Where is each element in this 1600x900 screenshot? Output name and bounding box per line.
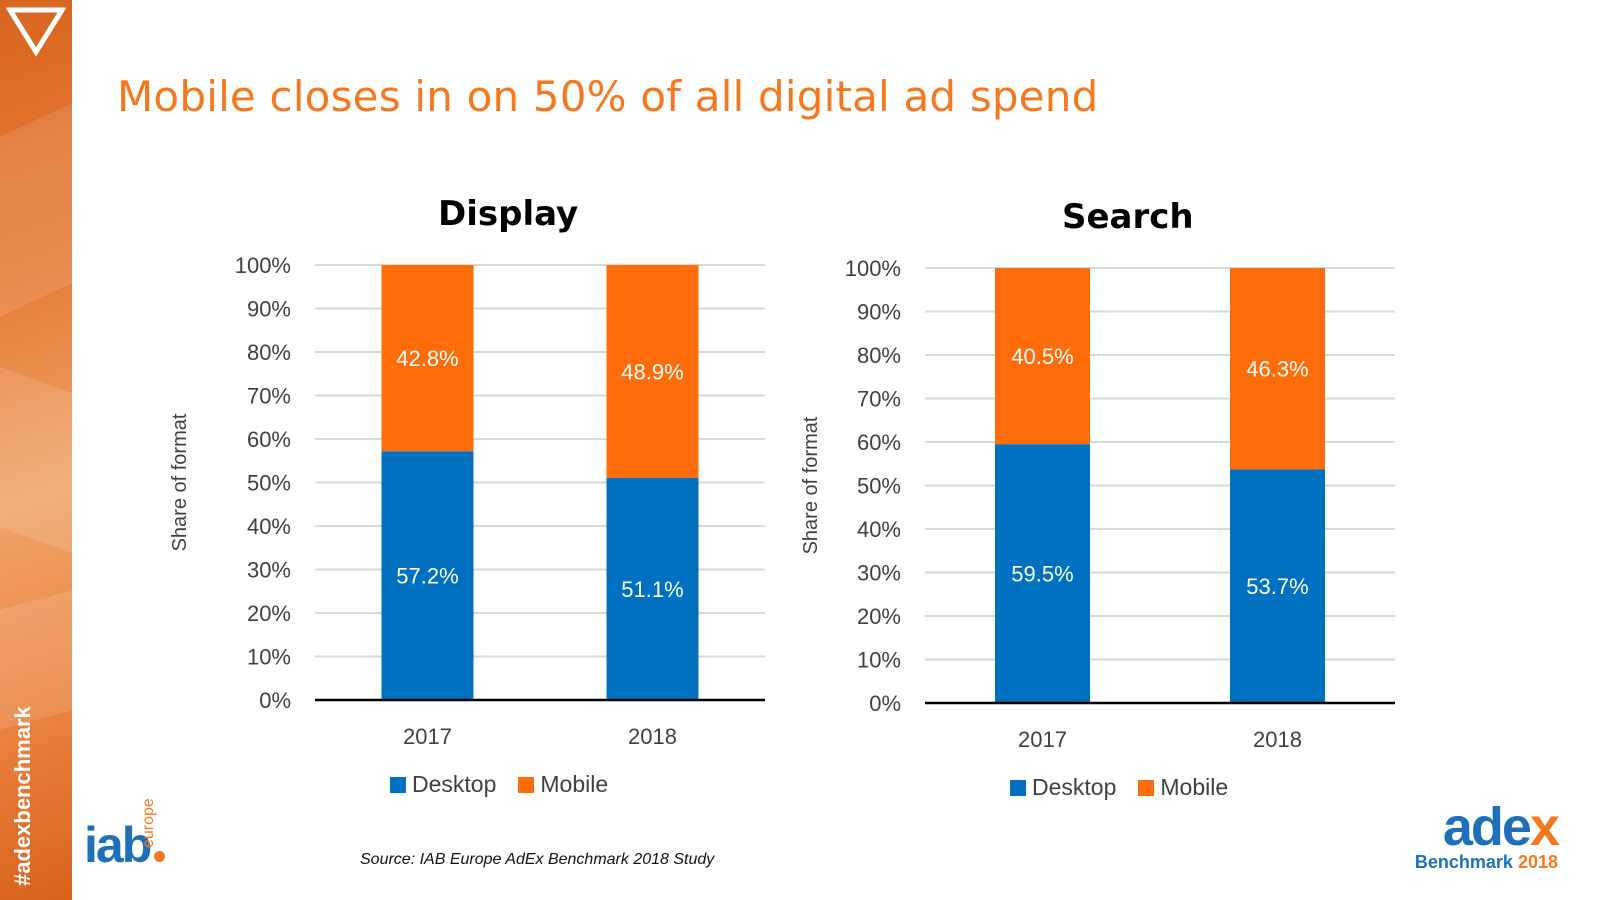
y-tick-label: 60% bbox=[247, 427, 291, 452]
data-label: 46.3% bbox=[1246, 357, 1308, 382]
y-tick-label: 30% bbox=[857, 561, 901, 586]
bar-mobile bbox=[381, 265, 474, 452]
y-axis-title: Share of format bbox=[800, 416, 822, 554]
source-note: Source: IAB Europe AdEx Benchmark 2018 S… bbox=[360, 851, 715, 868]
y-tick-label: 90% bbox=[857, 300, 901, 325]
x-tick-label: 2018 bbox=[1253, 727, 1302, 752]
y-tick-label: 10% bbox=[857, 648, 901, 673]
y-tick-label: 80% bbox=[857, 343, 901, 368]
y-tick-label: 90% bbox=[247, 297, 291, 322]
sidebar-band: #adexbenchmark bbox=[0, 0, 72, 900]
legend-item-desktop: Desktop bbox=[1010, 774, 1116, 801]
y-tick-label: 100% bbox=[845, 256, 901, 281]
y-tick-label: 30% bbox=[247, 558, 291, 583]
hashtag-label: #adexbenchmark bbox=[10, 706, 35, 886]
x-tick-label: 2017 bbox=[403, 724, 452, 749]
data-label: 53.7% bbox=[1246, 574, 1308, 599]
data-label: 40.5% bbox=[1011, 344, 1073, 369]
y-axis-title: Share of format bbox=[169, 413, 191, 551]
bar-desktop bbox=[606, 477, 699, 700]
bar-mobile bbox=[606, 265, 699, 478]
y-tick-label: 50% bbox=[247, 471, 291, 496]
data-label: 48.9% bbox=[621, 359, 683, 384]
y-tick-label: 100% bbox=[235, 253, 291, 278]
legend-swatch-desktop bbox=[1010, 779, 1026, 796]
y-tick-label: 40% bbox=[857, 517, 901, 542]
slide-title: Mobile closes in on 50% of all digital a… bbox=[117, 72, 1099, 121]
iab-europe-logo: iab europe bbox=[84, 790, 184, 870]
legend-swatch-mobile bbox=[518, 776, 535, 793]
legend-item-desktop: Desktop bbox=[390, 771, 496, 798]
display-chart: 0% 10% 20% 30% 40% 50% 60% 70% 80% 90% 100% Share o… bbox=[169, 253, 765, 749]
bar-mobile bbox=[1230, 268, 1325, 470]
chart-title-display: Display bbox=[438, 194, 579, 234]
y-tick-label: 60% bbox=[857, 430, 901, 455]
bar-desktop bbox=[995, 444, 1090, 703]
y-tick-label: 70% bbox=[857, 387, 901, 412]
legend-label-mobile: Mobile bbox=[540, 771, 609, 797]
legend-label-desktop: Desktop bbox=[1032, 774, 1117, 800]
bar-desktop bbox=[381, 451, 474, 700]
y-tick-label: 0% bbox=[259, 688, 291, 713]
y-tick-label: 80% bbox=[247, 340, 291, 365]
adex-logo-benchmark: Benchmark bbox=[1414, 851, 1513, 872]
legend-item-mobile: Mobile bbox=[518, 771, 608, 798]
y-tick-label: 40% bbox=[247, 514, 291, 539]
legend-item-mobile: Mobile bbox=[1138, 774, 1228, 801]
iab-logo-subtext: europe bbox=[140, 798, 157, 848]
y-tick-label: 50% bbox=[857, 474, 901, 499]
x-tick-label: 2018 bbox=[628, 724, 677, 749]
y-tick-label: 10% bbox=[247, 645, 291, 670]
legend-label-desktop: Desktop bbox=[412, 771, 497, 797]
adex-logo-text: adex bbox=[1415, 800, 1560, 854]
x-tick-label: 2017 bbox=[1018, 727, 1067, 752]
y-tick-label: 20% bbox=[247, 601, 291, 626]
legend-swatch-mobile bbox=[1138, 779, 1155, 796]
adex-logo-text-x: x bbox=[1529, 797, 1560, 857]
sidebar-facet bbox=[0, 103, 72, 317]
adex-logo-subtext: Benchmark 2018 bbox=[1415, 852, 1558, 873]
y-tick-label: 0% bbox=[869, 691, 901, 716]
legend-label-mobile: Mobile bbox=[1160, 774, 1229, 800]
chart-title-search: Search bbox=[1062, 197, 1194, 237]
search-chart: 0% 10% 20% 30% 40% 50% 60% 70% 80% 90% 100% Share o… bbox=[800, 256, 1395, 752]
data-label: 42.8% bbox=[396, 346, 458, 371]
y-tick-label: 20% bbox=[857, 604, 901, 629]
y-tick-label: 70% bbox=[247, 384, 291, 409]
iab-logo-dot bbox=[154, 851, 165, 862]
adex-logo-text-main: ade bbox=[1442, 797, 1532, 857]
data-label: 51.1% bbox=[621, 577, 683, 602]
iab-logo-text: iab bbox=[84, 817, 152, 873]
legend-swatch-desktop bbox=[390, 776, 406, 793]
adex-logo-year: 2018 bbox=[1517, 851, 1558, 872]
bar-mobile bbox=[995, 268, 1090, 445]
search-legend: Desktop Mobile bbox=[1010, 774, 1228, 801]
data-label: 57.2% bbox=[396, 564, 458, 589]
display-legend: Desktop Mobile bbox=[390, 771, 608, 798]
sidebar-facet bbox=[0, 366, 72, 554]
bar-desktop bbox=[1230, 469, 1325, 703]
data-label: 59.5% bbox=[1011, 562, 1073, 587]
triangle-down-outline-icon bbox=[6, 7, 66, 57]
adex-benchmark-logo: adex Benchmark 2018 bbox=[1415, 800, 1560, 873]
